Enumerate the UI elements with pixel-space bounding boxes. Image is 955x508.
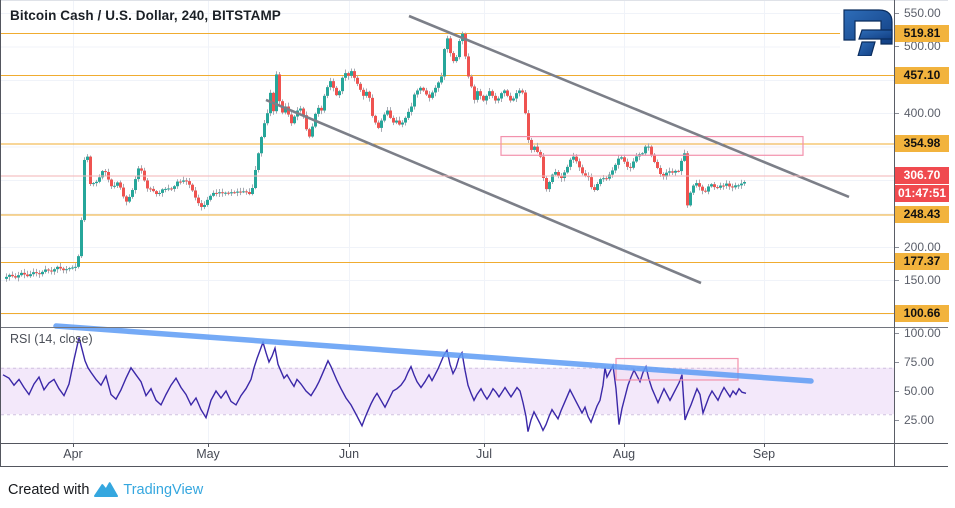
highlight-boxes[interactable] <box>500 135 804 381</box>
candlestick-series <box>5 31 746 282</box>
month-label-Aug: Aug <box>612 447 636 461</box>
price-scale[interactable]: 550.00 500.00 400.00 200.00 150.00 100.00 75.0… <box>895 0 955 443</box>
frame-top-border <box>0 0 948 1</box>
last-price-badge: 306.70 <box>895 167 949 185</box>
price-tick-500.00: 500.00 <box>895 38 955 54</box>
countdown-badge: 01:47:51 <box>895 185 949 203</box>
month-label-Jun: Jun <box>338 447 360 461</box>
time-axis-top-border <box>0 443 948 444</box>
level-badge-457.10: 457.10 <box>895 66 949 84</box>
level-badge-519.81: 519.81 <box>895 24 949 42</box>
month-tick-mark <box>208 443 209 447</box>
level-badge-248.43: 248.43 <box>895 205 949 223</box>
month-tick-mark <box>624 443 625 447</box>
broker-logo-icon <box>843 8 893 56</box>
month-label-Jul: Jul <box>476 447 492 461</box>
chart-plot-area[interactable] <box>1 0 894 443</box>
symbol-title: Bitcoin Cash / U.S. Dollar, 240, BITSTAM… <box>10 8 281 23</box>
gridlines <box>1 0 894 443</box>
price-tick-400.00: 400.00 <box>895 105 955 121</box>
month-label-Sep: Sep <box>752 447 776 461</box>
month-tick-mark <box>484 443 485 447</box>
rsi-tick-100.00: 100.00 <box>895 325 955 341</box>
rsi-trendline[interactable] <box>53 323 814 384</box>
price-scale-separator <box>894 0 895 467</box>
month-tick-mark <box>349 443 350 447</box>
time-scale[interactable]: Apr May Jun Jul Aug Sep <box>1 443 948 466</box>
rsi-tick-25.00: 25.00 <box>895 412 955 428</box>
price-tick-150.00: 150.00 <box>895 272 955 288</box>
created-with-text: Created with <box>8 482 90 498</box>
month-label-May: May <box>196 447 220 461</box>
level-badge-177.37: 177.37 <box>895 253 949 271</box>
rsi-indicator-label: RSI (14, close) <box>10 332 93 346</box>
attribution-footer: Created with TradingView <box>8 479 203 501</box>
rsi-line <box>2 337 747 433</box>
price-tick-550.00: 550.00 <box>895 5 955 21</box>
tradingview-link[interactable]: TradingView <box>123 482 204 498</box>
time-axis-bottom-border <box>0 466 948 467</box>
pane-divider[interactable] <box>0 327 948 328</box>
month-label-Apr: Apr <box>63 447 83 461</box>
broker-logo <box>840 5 896 58</box>
rsi-tick-50.00: 50.00 <box>895 383 955 399</box>
level-badge-100.66: 100.66 <box>895 304 949 322</box>
tradingview-logo-icon <box>94 481 119 497</box>
horizontal-levels[interactable] <box>1 33 894 315</box>
rsi-tick-75.00: 75.00 <box>895 354 955 370</box>
level-badge-354.98: 354.98 <box>895 134 949 152</box>
price-trendlines[interactable] <box>265 14 850 285</box>
price-tick-200.00: 200.00 <box>895 239 955 255</box>
month-tick-mark <box>73 443 74 447</box>
month-tick-mark <box>764 443 765 447</box>
frame-left-border <box>0 0 1 467</box>
